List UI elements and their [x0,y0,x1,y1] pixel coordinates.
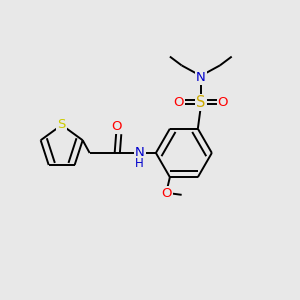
Text: O: O [162,187,172,200]
Text: O: O [218,96,228,109]
Text: N: N [135,146,145,159]
Text: S: S [58,118,66,131]
Text: H: H [135,157,144,170]
Text: O: O [173,96,184,109]
Text: S: S [196,95,206,110]
Text: N: N [196,71,206,84]
Text: O: O [111,120,122,133]
